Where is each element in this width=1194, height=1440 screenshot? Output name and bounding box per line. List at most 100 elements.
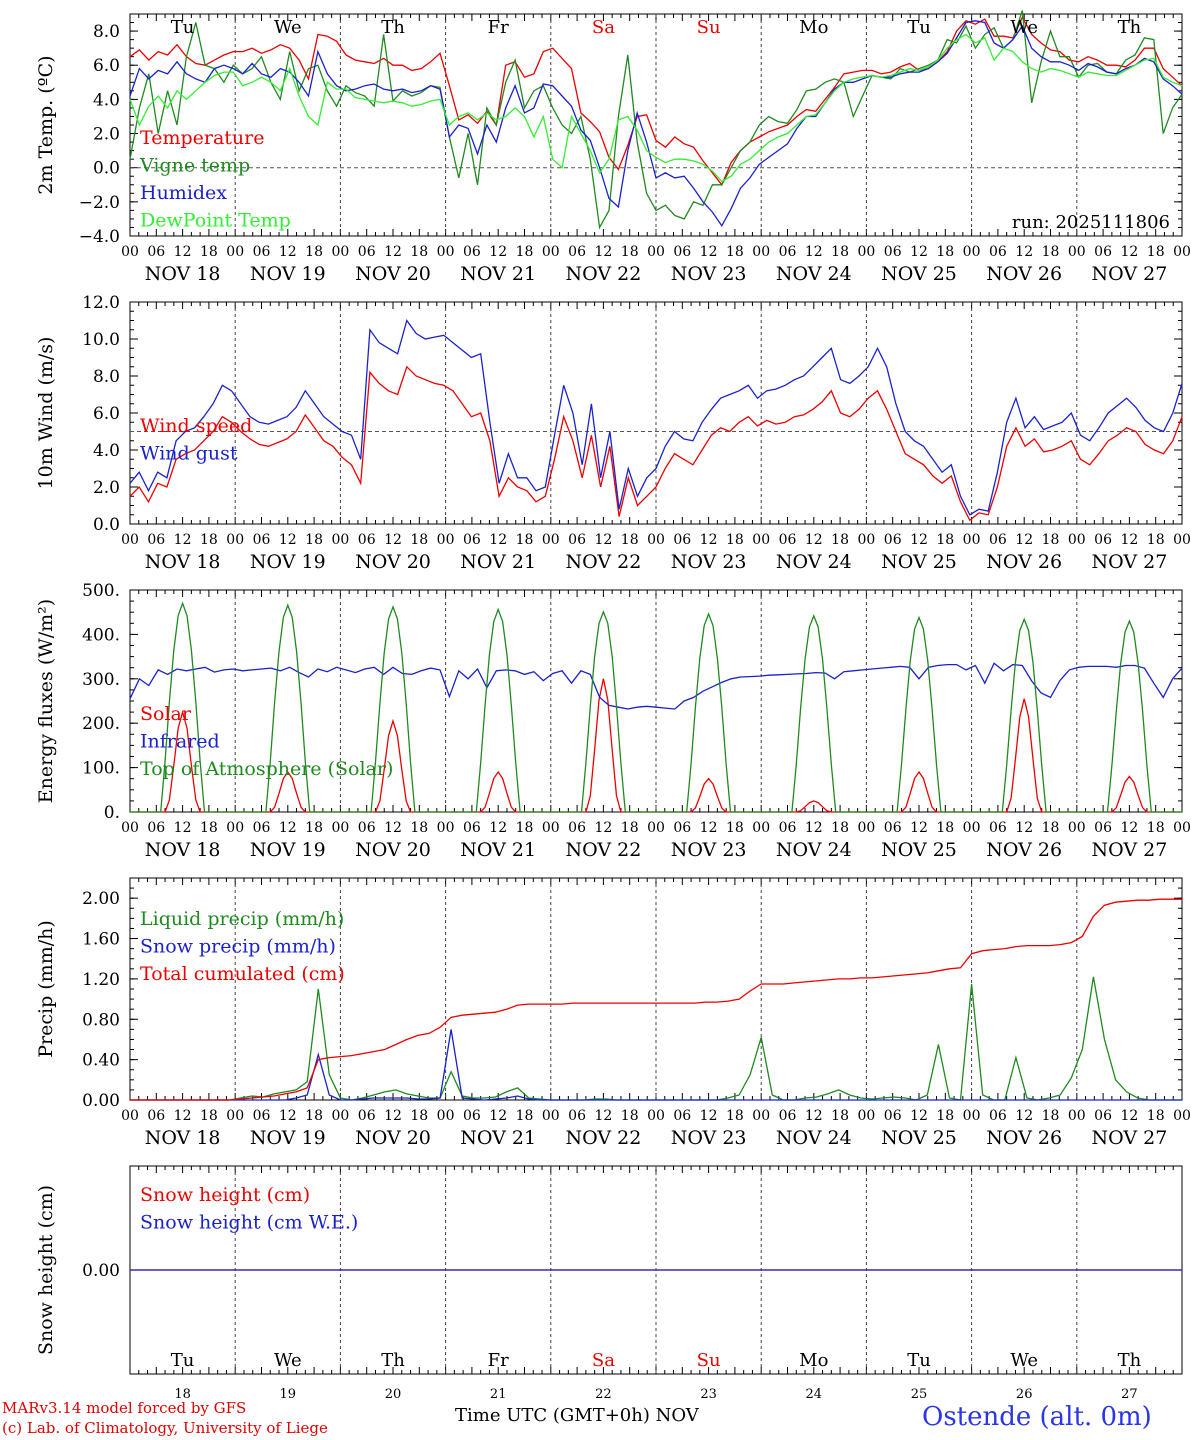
date-label: NOV 25	[881, 1127, 957, 1149]
hour-tick-label: 18	[831, 820, 849, 836]
hour-tick-label: 12	[1015, 244, 1033, 260]
station-name: Ostende (alt. 0m)	[922, 1402, 1152, 1432]
hour-tick-label: 18	[1147, 1108, 1165, 1124]
date-label: NOV 19	[250, 551, 326, 573]
hour-tick-label: 06	[358, 1108, 376, 1124]
series-temperature	[129, 15, 1183, 187]
hour-tick-label: 12	[1120, 244, 1138, 260]
hour-tick-label: 12	[700, 244, 718, 260]
hour-tick-label: 18	[936, 532, 954, 548]
date-label: NOV 24	[776, 551, 852, 573]
date-label: NOV 22	[565, 551, 641, 573]
hour-tick-label: 06	[253, 532, 271, 548]
y-tick-label: 0.40	[82, 1051, 120, 1071]
hour-tick-label: 12	[279, 532, 297, 548]
hour-tick-label: 12	[279, 244, 297, 260]
hour-tick-label: 18	[200, 820, 218, 836]
hour-tick-label: 06	[1094, 820, 1112, 836]
hour-tick-label: 06	[358, 532, 376, 548]
hour-tick-label: 06	[779, 1108, 797, 1124]
hour-tick-label: 00	[542, 1108, 560, 1124]
hour-tick-label: 00	[1068, 532, 1086, 548]
date-label: NOV 27	[1091, 263, 1167, 285]
hour-tick-label: 00	[121, 244, 139, 260]
y-tick-label: 2.0	[93, 478, 120, 498]
hour-tick-label: 06	[884, 532, 902, 548]
weekday-label: Th	[381, 17, 405, 38]
hour-tick-label: 12	[910, 1108, 928, 1124]
hour-tick-label: 00	[647, 820, 665, 836]
legend-total-cumulated-cm-: Total cumulated (cm)	[140, 963, 345, 985]
y-tick-label: 0.0	[93, 515, 120, 535]
hour-tick-label: 18	[726, 1108, 744, 1124]
y-tick-label: 0.00	[82, 1091, 120, 1111]
series-liquid-precip-mm-h-	[130, 976, 1182, 1101]
hour-tick-label: 06	[779, 244, 797, 260]
hour-tick-label: 12	[384, 1108, 402, 1124]
hour-tick-label: 12	[174, 1108, 192, 1124]
hour-tick-label: 18	[726, 532, 744, 548]
weekday-label: Su	[697, 1350, 721, 1371]
date-label: NOV 23	[671, 263, 747, 285]
hour-tick-label: 18	[200, 1108, 218, 1124]
hour-tick-label: 18	[1042, 244, 1060, 260]
date-label: NOV 23	[671, 839, 747, 861]
date-label: NOV 19	[250, 839, 326, 861]
series-total-cumulated-cm-	[130, 898, 1182, 1101]
hour-tick-label: 06	[673, 244, 691, 260]
day-number: 20	[385, 1387, 402, 1402]
day-number: 27	[1121, 1387, 1138, 1402]
weekday-label: Tu	[907, 17, 931, 38]
hour-tick-label: 18	[831, 532, 849, 548]
hour-tick-label: 00	[437, 244, 455, 260]
date-label: NOV 24	[776, 1127, 852, 1149]
y-axis-title: 2m Temp. (ºC)	[35, 55, 57, 194]
hour-tick-label: 18	[1042, 1108, 1060, 1124]
hour-tick-label: 00	[121, 820, 139, 836]
hour-tick-label: 06	[253, 820, 271, 836]
hour-tick-label: 18	[200, 532, 218, 548]
y-tick-label: 0.	[104, 803, 120, 823]
date-label: NOV 21	[460, 263, 536, 285]
hour-tick-label: 06	[1094, 244, 1112, 260]
date-label: NOV 19	[250, 263, 326, 285]
hour-tick-label: 12	[700, 532, 718, 548]
hour-tick-label: 06	[989, 1108, 1007, 1124]
hour-tick-label: 12	[910, 244, 928, 260]
date-label: NOV 26	[986, 263, 1062, 285]
hour-tick-label: 06	[884, 820, 902, 836]
hour-tick-label: 00	[752, 820, 770, 836]
date-label: NOV 23	[671, 1127, 747, 1149]
hour-tick-label: 06	[1094, 532, 1112, 548]
hour-tick-label: 00	[121, 1108, 139, 1124]
hour-tick-label: 18	[200, 244, 218, 260]
date-label: NOV 18	[145, 551, 221, 573]
legend-vigne-temp: Vigne temp	[139, 155, 250, 177]
y-tick-label: 400.	[82, 625, 120, 645]
hour-tick-label: 00	[437, 820, 455, 836]
hour-tick-label: 06	[989, 532, 1007, 548]
hour-tick-label: 06	[884, 1108, 902, 1124]
y-tick-label: 6.0	[93, 56, 120, 76]
date-label: NOV 25	[881, 263, 957, 285]
hour-tick-label: 06	[673, 1108, 691, 1124]
hour-tick-label: 12	[1015, 532, 1033, 548]
date-label: NOV 25	[881, 551, 957, 573]
weekday-label: Su	[697, 17, 721, 38]
hour-tick-label: 18	[305, 820, 323, 836]
hour-tick-label: 06	[673, 532, 691, 548]
date-label: NOV 25	[881, 839, 957, 861]
hour-tick-label: 06	[463, 532, 481, 548]
hour-tick-label: 18	[410, 1108, 428, 1124]
hour-tick-label: 00	[857, 532, 875, 548]
y-tick-label: 4.0	[93, 90, 120, 110]
legend-top-of-atmosphere-solar-: Top of Atmosphere (Solar)	[140, 758, 393, 780]
series-dewpoint-temp	[129, 33, 1183, 183]
hour-tick-label: 12	[1120, 1108, 1138, 1124]
date-label: NOV 23	[671, 551, 747, 573]
series-snow-precip-mm-h-	[130, 1029, 1182, 1101]
legend-temperature: Temperature	[140, 127, 264, 149]
hour-tick-label: 00	[963, 244, 981, 260]
hour-tick-label: 00	[1068, 244, 1086, 260]
panel-2	[129, 301, 1183, 525]
